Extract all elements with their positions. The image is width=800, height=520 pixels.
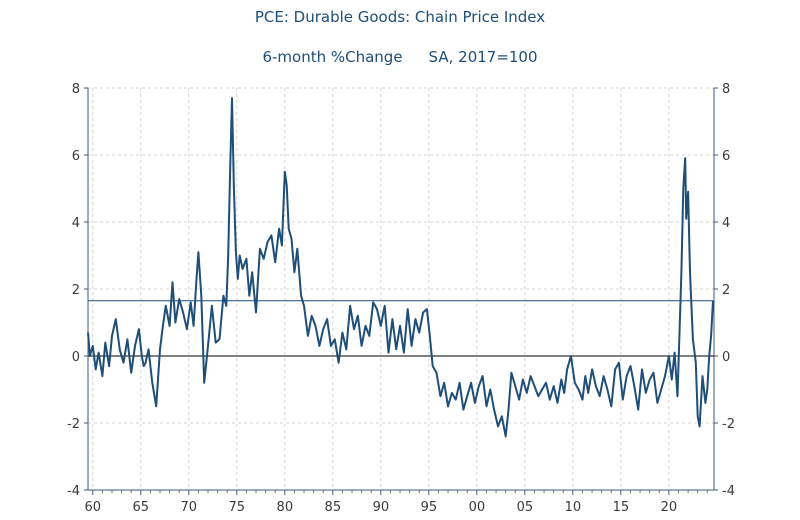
x-tick-label: 00 — [469, 500, 486, 515]
x-tick-label: 20 — [661, 500, 678, 515]
x-tick-label: 85 — [325, 500, 342, 515]
x-tick-label: 05 — [517, 500, 534, 515]
x-tick-label: 10 — [565, 500, 582, 515]
x-tick-label: 15 — [613, 500, 630, 515]
y-tick-label-right: 2 — [722, 283, 730, 298]
x-tick-label: 65 — [133, 500, 150, 515]
y-tick-label-right: 0 — [722, 350, 730, 365]
y-tick-label-left: 6 — [72, 149, 80, 164]
x-tick-label: 90 — [373, 500, 390, 515]
y-tick-label-right: -2 — [722, 417, 735, 432]
y-tick-label-right: 8 — [722, 82, 730, 97]
y-tick-label-right: -4 — [722, 484, 735, 499]
y-tick-label-right: 6 — [722, 149, 730, 164]
gridlines — [88, 87, 714, 490]
x-tick-label: 75 — [229, 500, 246, 515]
y-tick-label-left: 0 — [72, 350, 80, 365]
y-tick-label-left: -2 — [67, 417, 80, 432]
chart-subtitle: 6-month %Change SA, 2017=100 — [0, 48, 800, 66]
y-tick-label-left: -4 — [67, 484, 80, 499]
y-tick-label-left: 8 — [72, 82, 80, 97]
series-line — [87, 97, 714, 438]
x-tick-label: 80 — [277, 500, 294, 515]
y-tick-label-left: 2 — [72, 283, 80, 298]
subtitle-units: SA, 2017=100 — [428, 48, 538, 66]
y-tick-label-left: 4 — [72, 216, 80, 231]
x-tick-label: 60 — [85, 500, 102, 515]
y-tick-label-right: 4 — [722, 216, 730, 231]
x-tick-label: 70 — [181, 500, 198, 515]
x-tick-label: 95 — [421, 500, 438, 515]
chart-title: PCE: Durable Goods: Chain Price Index — [254, 8, 546, 26]
subtitle-measure: 6-month %Change — [262, 48, 403, 66]
